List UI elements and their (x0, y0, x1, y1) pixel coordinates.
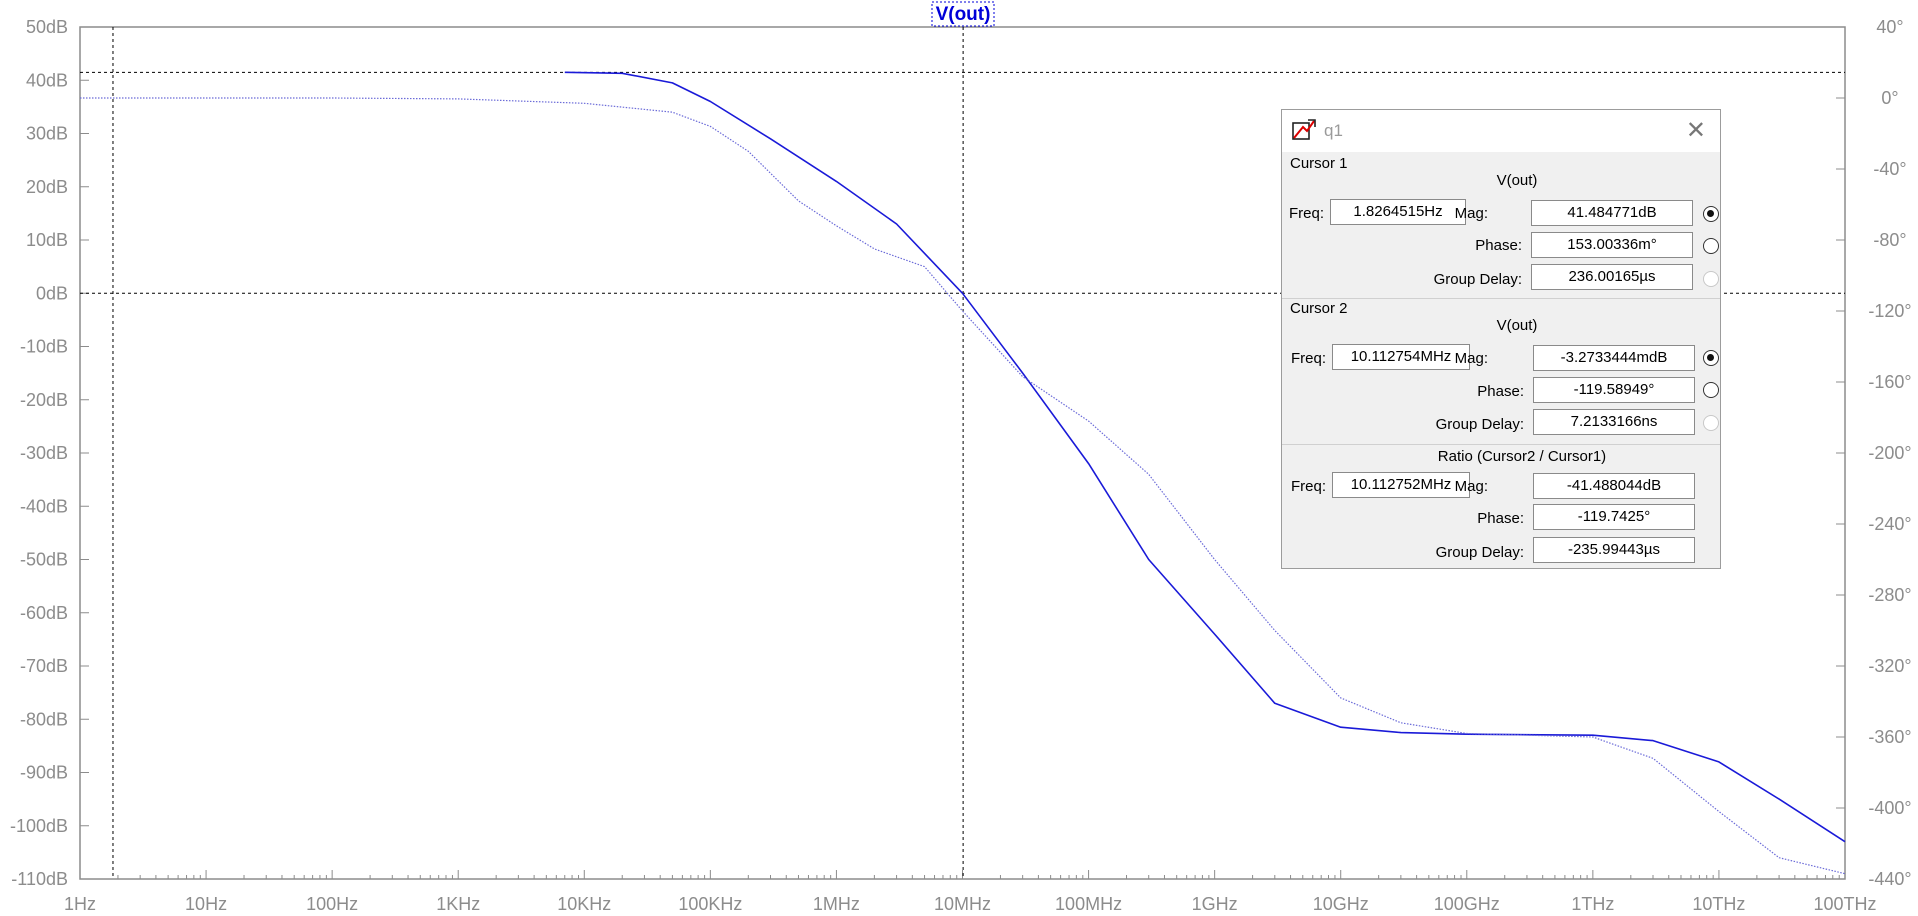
cursor1-gd-radio[interactable] (1703, 271, 1719, 287)
y-right-tick-label: -400° (1868, 798, 1911, 818)
x-tick-label: 1MHz (813, 894, 860, 914)
x-tick-label: 10THz (1692, 894, 1745, 914)
y-right-tick-label: -280° (1868, 585, 1911, 605)
cursor2-phase-field[interactable]: -119.58949° (1533, 377, 1695, 403)
y-right-tick-label: -160° (1868, 372, 1911, 392)
cursor-window[interactable]: q1 ✕ Cursor 1 V(out) Freq: 1.8264515Hz M… (1281, 109, 1721, 569)
x-tick-label: 100Hz (306, 894, 358, 914)
y-right-tick-label: 0° (1881, 88, 1898, 108)
y-left-tick-label: 50dB (26, 17, 68, 37)
window-titlebar[interactable]: q1 ✕ (1282, 110, 1720, 152)
ratio-phase-field[interactable]: -119.7425° (1533, 504, 1695, 530)
cursor1-freq-field[interactable]: 1.8264515Hz (1330, 199, 1466, 225)
series-traces (80, 71, 1846, 875)
y-left-tick-label: -80dB (20, 709, 68, 729)
ratio-freq-label: Freq: (1290, 478, 1326, 495)
cursor1-mag-field[interactable]: 41.484771dB (1531, 200, 1693, 226)
cursor2-gd-radio[interactable] (1703, 415, 1719, 431)
cursor2-freq-label: Freq: (1290, 350, 1326, 367)
y-right-tick-label: -200° (1868, 443, 1911, 463)
cursor2-gd-field[interactable]: 7.2133166ns (1533, 409, 1695, 435)
y-left-tick-label: -40dB (20, 496, 68, 516)
close-icon[interactable]: ✕ (1685, 117, 1706, 144)
ltspice-probe-icon (1292, 119, 1316, 140)
y-left-tick-label: 10dB (26, 230, 68, 250)
y-left-tick-label: -20dB (20, 390, 68, 410)
trace-title[interactable]: V(out) (936, 4, 991, 25)
cursor1-mag-radio[interactable] (1703, 206, 1719, 222)
x-tick-label: 1Hz (64, 894, 96, 914)
y-right-tick-label: -240° (1868, 514, 1911, 534)
y-right-tick-label: 40° (1876, 17, 1903, 37)
x-tick-label: 10KHz (557, 894, 611, 914)
cursor2-mag-label: Mag: (1454, 350, 1488, 367)
ratio-gd-label: Group Delay: (1435, 544, 1524, 561)
cursor1-gd-label: Group Delay: (1433, 271, 1522, 288)
cursor1-phase-label: Phase: (1475, 237, 1522, 254)
ratio-gd-field[interactable]: -235.99443µs (1533, 537, 1695, 563)
cursor2-phase-radio[interactable] (1703, 382, 1719, 398)
cursor2-freq-field[interactable]: 10.112754MHz (1332, 344, 1470, 370)
x-tick-label: 1THz (1571, 894, 1614, 914)
axis-labels: 1Hz 10Hz 100Hz 1KHz 10KHz 100KHz 1MHz 10MHz 100M… (10, 17, 1912, 914)
y-left-tick-label: 40dB (26, 70, 68, 90)
x-tick-label: 10Hz (185, 894, 227, 914)
y-left-tick-label: -70dB (20, 656, 68, 676)
trace-title-box[interactable] (931, 1, 995, 27)
y-left-tick-label: 0dB (36, 283, 68, 303)
separator (1282, 298, 1720, 299)
cursor2-heading: Cursor 2 (1290, 300, 1348, 317)
x-tick-label: 1GHz (1192, 894, 1238, 914)
x-tick-label: 100GHz (1434, 894, 1500, 914)
magnitude-trace (564, 71, 1846, 843)
cursor1-phase-radio[interactable] (1703, 238, 1719, 254)
ratio-heading: Ratio (Cursor2 / Cursor1) (1437, 448, 1607, 465)
x-tick-label: 1KHz (436, 894, 480, 914)
cursor1-heading: Cursor 1 (1290, 155, 1348, 172)
cursor1-gd-field[interactable]: 236.00165µs (1531, 264, 1693, 290)
y-left-tick-label: -60dB (20, 603, 68, 623)
cursor2-phase-label: Phase: (1477, 383, 1524, 400)
y-left-tick-label: -30dB (20, 443, 68, 463)
cursor2-trace: V(out) (1496, 317, 1538, 334)
ratio-mag-label: Mag: (1454, 478, 1488, 495)
cursor2-mag-radio[interactable] (1703, 350, 1719, 366)
y-right-tick-label: -80° (1873, 230, 1906, 250)
y-right-tick-label: -40° (1873, 159, 1906, 179)
ratio-phase-label: Phase: (1477, 510, 1524, 527)
y-right-tick-label: -360° (1868, 727, 1911, 747)
ratio-mag-field[interactable]: -41.488044dB (1533, 473, 1695, 499)
x-tick-label: 100THz (1813, 894, 1876, 914)
x-tick-label: 100KHz (678, 894, 742, 914)
cursor1-mag-label: Mag: (1454, 205, 1488, 222)
separator (1282, 444, 1720, 445)
cursor1-freq-label: Freq: (1288, 205, 1324, 222)
y-left-tick-label: -100dB (10, 816, 68, 836)
axis-ticks (79, 26, 1846, 880)
y-right-tick-label: -440° (1868, 869, 1911, 889)
y-left-tick-label: 20dB (26, 177, 68, 197)
phase-trace (80, 97, 1846, 875)
y-left-tick-label: -90dB (20, 763, 68, 783)
y-right-tick-label: -120° (1868, 301, 1911, 321)
y-left-tick-label: -50dB (20, 550, 68, 570)
y-right-tick-label: -320° (1868, 656, 1911, 676)
x-tick-label: 10GHz (1313, 894, 1369, 914)
cursor1-phase-field[interactable]: 153.00336m° (1531, 232, 1693, 258)
y-left-tick-label: -110dB (11, 869, 68, 889)
y-left-tick-label: 30dB (26, 124, 68, 144)
ratio-freq-field[interactable]: 10.112752MHz (1332, 472, 1470, 498)
cursor2-gd-label: Group Delay: (1435, 416, 1524, 433)
cursor1-trace: V(out) (1496, 172, 1538, 189)
cursor2-mag-field[interactable]: -3.2733444mdB (1533, 345, 1695, 371)
x-tick-label: 100MHz (1055, 894, 1122, 914)
y-left-tick-label: -10dB (20, 337, 68, 357)
window-title: q1 (1324, 121, 1343, 140)
x-tick-label: 10MHz (934, 894, 991, 914)
